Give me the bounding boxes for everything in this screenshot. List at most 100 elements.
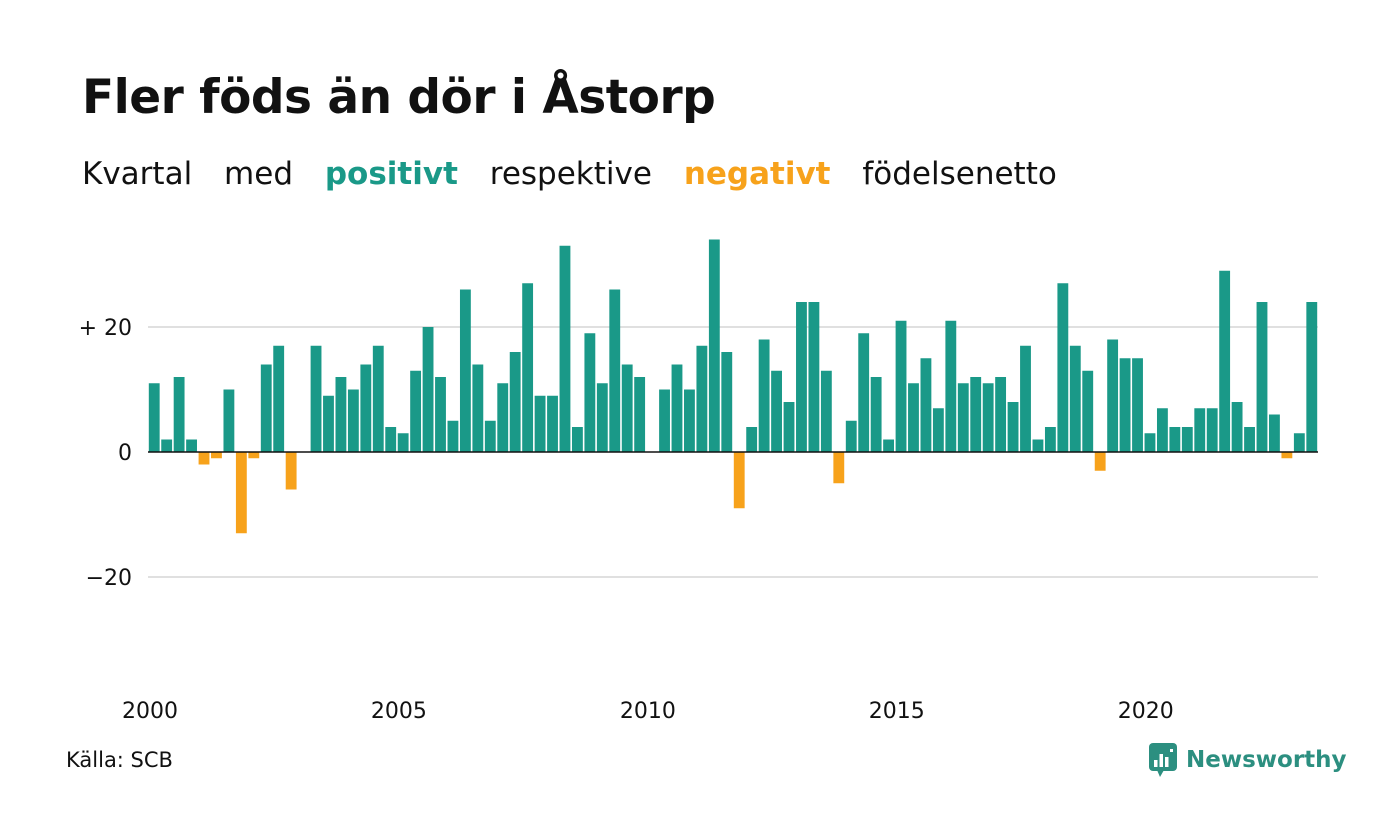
x-tick-label: 2005: [371, 699, 427, 724]
y-tick-label: 0: [118, 441, 132, 466]
positive-bar: [484, 420, 496, 452]
positive-bar: [459, 289, 471, 452]
positive-bar: [820, 370, 832, 452]
x-tick-label: 2000: [122, 699, 178, 724]
negative-bar: [1094, 452, 1106, 471]
positive-bar: [796, 302, 807, 452]
positive-bar: [1044, 427, 1056, 452]
chart-bubble-icon: [1149, 743, 1177, 777]
positive-bar: [148, 383, 160, 452]
positive-bar: [1144, 433, 1156, 452]
positive-bar: [895, 320, 907, 452]
positive-bar: [696, 345, 708, 452]
positive-bar: [223, 389, 235, 452]
positive-bar: [559, 245, 571, 452]
subtitle-part-birth-net: födelsenetto: [862, 156, 1057, 192]
positive-bar: [372, 345, 384, 452]
negative-bar: [235, 452, 247, 534]
positive-bar: [422, 327, 434, 452]
positive-bar: [447, 420, 459, 452]
positive-bar: [1306, 302, 1318, 452]
negative-bar: [211, 452, 222, 459]
positive-bar: [1032, 439, 1044, 452]
y-tick-label: −20: [86, 566, 132, 591]
chart-title: Fler föds än dör i Åstorp: [82, 70, 716, 125]
positive-bar: [1181, 427, 1193, 452]
positive-bar: [845, 420, 857, 452]
positive-bar: [323, 395, 334, 452]
positive-bar: [596, 383, 608, 452]
negative-bar: [248, 452, 260, 459]
positive-bar: [1119, 358, 1131, 452]
negative-bar: [733, 452, 745, 509]
positive-bar: [1219, 270, 1231, 452]
positive-bar: [335, 377, 347, 452]
subtitle-part-respectively: respektive: [489, 156, 652, 192]
positive-bar: [310, 345, 322, 452]
subtitle-positive-word: positivt: [324, 156, 458, 192]
positive-bar: [547, 395, 558, 452]
positive-bar: [173, 377, 185, 452]
positive-bar: [186, 439, 197, 452]
positive-bar: [932, 408, 944, 452]
positive-bar: [920, 358, 932, 452]
positive-bar: [758, 339, 770, 452]
positive-bar: [161, 439, 173, 452]
positive-bar: [1169, 427, 1181, 452]
subtitle-negative-word: negativt: [683, 156, 831, 192]
positive-bar: [684, 389, 695, 452]
positive-bar: [571, 427, 583, 452]
positive-bar: [883, 439, 895, 452]
positive-bar: [1057, 283, 1069, 452]
positive-bar: [621, 364, 633, 452]
positive-bar: [1020, 345, 1031, 452]
positive-bar: [659, 389, 670, 452]
positive-bar: [1069, 345, 1081, 452]
positive-bar: [1132, 358, 1143, 452]
positive-bar: [1082, 370, 1094, 452]
brand-logo: Newsworthy: [1148, 742, 1347, 778]
positive-bar: [1256, 302, 1268, 452]
positive-bar: [634, 377, 646, 452]
brand-name: Newsworthy: [1186, 747, 1347, 773]
positive-bar: [982, 383, 994, 452]
x-tick-label: 2020: [1118, 699, 1174, 724]
x-tick-label: 2015: [869, 699, 925, 724]
positive-bar: [870, 377, 882, 452]
x-tick-label: 2010: [620, 699, 676, 724]
positive-bar: [609, 289, 621, 452]
positive-bar: [908, 383, 919, 452]
positive-bar: [1244, 427, 1255, 452]
positive-bar: [808, 302, 820, 452]
negative-bar: [198, 452, 210, 465]
positive-bar: [1206, 408, 1218, 452]
positive-bar: [1107, 339, 1119, 452]
positive-bar: [1269, 414, 1280, 452]
positive-bar: [435, 377, 446, 452]
positive-bar: [708, 239, 720, 452]
subtitle-part-with: med: [224, 156, 293, 192]
positive-bar: [746, 427, 758, 452]
source-note: Källa: SCB: [66, 748, 173, 772]
positive-bar: [360, 364, 372, 452]
positive-bar: [410, 370, 422, 452]
positive-bar: [957, 383, 969, 452]
positive-bar: [385, 427, 397, 452]
positive-bar: [497, 383, 509, 452]
positive-bar: [945, 320, 957, 452]
positive-bar: [783, 402, 795, 452]
positive-bar: [995, 377, 1007, 452]
positive-bar: [534, 395, 546, 452]
positive-bar: [671, 364, 683, 452]
positive-bar: [397, 433, 409, 452]
positive-bar: [1156, 408, 1168, 452]
positive-bar: [584, 333, 596, 452]
chart-subtitle: Kvartal med positivt respektive negativt…: [82, 156, 1079, 192]
positive-bar: [1007, 402, 1019, 452]
positive-bar: [1231, 402, 1243, 452]
negative-bar: [1281, 452, 1293, 459]
positive-bar: [509, 352, 521, 452]
positive-bar: [771, 370, 782, 452]
positive-bar: [522, 283, 534, 452]
